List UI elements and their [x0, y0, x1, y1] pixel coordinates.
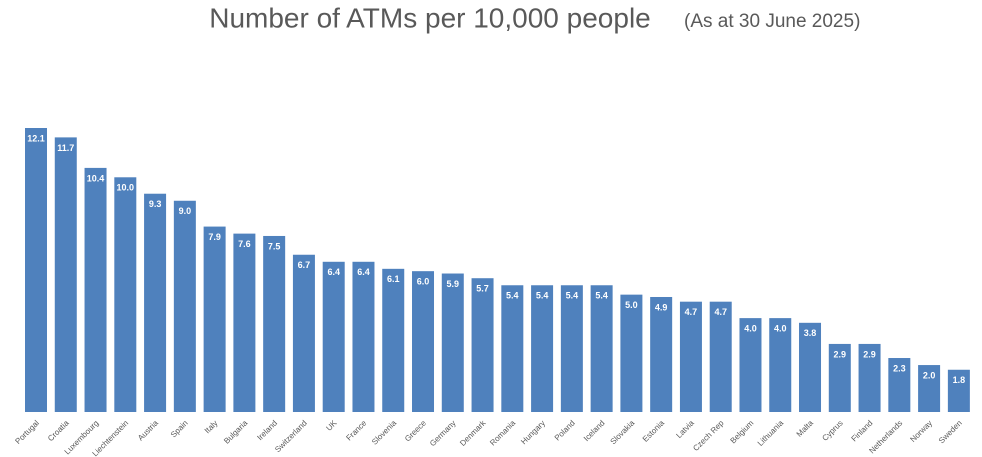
value-label: 5.4: [566, 291, 579, 301]
x-tick-label: Cyprus: [820, 419, 844, 443]
bar: [292, 254, 315, 412]
value-label: 4.0: [744, 323, 757, 333]
value-label: 5.0: [625, 300, 638, 310]
bar: [233, 233, 256, 412]
x-tick-label: Poland: [553, 419, 577, 443]
x-tick-label: Slovakia: [609, 418, 637, 446]
bar: [322, 261, 345, 412]
value-label: 12.1: [27, 133, 45, 143]
bar: [679, 301, 702, 412]
bar: [144, 193, 167, 412]
value-label: 10.4: [87, 173, 105, 183]
x-tick-label: France: [344, 418, 368, 442]
x-tick-label: Slovenia: [370, 418, 398, 446]
value-label: 1.8: [953, 375, 966, 385]
bar: [531, 285, 554, 412]
bar: [84, 167, 107, 412]
value-label: 2.3: [893, 363, 906, 373]
value-label: 5.4: [595, 291, 608, 301]
bar: [709, 301, 732, 412]
x-tick-label: Malta: [795, 418, 816, 439]
x-tick-label: Portugal: [13, 418, 41, 446]
bar: [382, 268, 405, 412]
bar: [739, 318, 762, 412]
bar: [828, 343, 851, 412]
x-tick-label: Denmark: [458, 418, 488, 448]
bar: [947, 369, 970, 412]
value-label: 6.4: [327, 267, 340, 277]
value-label: 5.9: [447, 279, 460, 289]
bar: [441, 273, 464, 412]
bar: [888, 358, 911, 412]
x-tick-label: Germany: [428, 419, 458, 449]
x-tick-label: Finland: [850, 419, 875, 444]
bar: [203, 226, 226, 412]
value-label: 6.1: [387, 274, 400, 284]
bar: [263, 235, 286, 412]
x-tick-label: Belgium: [729, 418, 756, 445]
chart-title: Number of ATMs per 10,000 people: [209, 2, 651, 33]
value-label: 4.0: [774, 323, 787, 333]
value-label: 7.9: [208, 232, 221, 242]
bar: [25, 128, 47, 412]
x-tick-label: Austria: [136, 418, 160, 442]
value-label: 4.9: [655, 302, 668, 312]
x-tick-label: UK: [324, 418, 339, 433]
value-label: 7.6: [238, 239, 251, 249]
bar: [352, 261, 375, 412]
bar: [590, 285, 613, 412]
bar: [620, 294, 643, 412]
value-label: 6.4: [357, 267, 370, 277]
value-label: 5.4: [506, 291, 519, 301]
bar: [501, 285, 524, 412]
chart-subtitle: (As at 30 June 2025): [684, 11, 860, 32]
x-tick-label: Iceland: [582, 419, 607, 444]
value-label: 6.0: [417, 277, 430, 287]
x-tick-label: Ireland: [255, 419, 279, 443]
x-tick-label: Hungary: [519, 419, 547, 447]
x-tick-label: Italy: [203, 419, 220, 436]
value-label: 5.4: [536, 291, 549, 301]
bar: [918, 365, 941, 412]
bar: [560, 285, 583, 412]
x-tick-label: Greece: [403, 418, 428, 443]
bar: [858, 343, 881, 412]
value-label: 4.7: [685, 307, 698, 317]
bar: [54, 137, 77, 412]
bar: [650, 296, 673, 412]
value-label: 2.9: [863, 349, 876, 359]
value-label: 10.0: [117, 183, 135, 193]
x-tick-label: Switzerland: [273, 419, 309, 455]
value-label: 5.7: [476, 284, 489, 294]
x-tick-label: Czech Rep: [691, 418, 726, 453]
value-label: 3.8: [804, 328, 817, 338]
x-tick-label: Lithuania: [756, 418, 786, 448]
x-tick-label: Estonia: [641, 418, 667, 444]
value-label: 4.7: [714, 307, 727, 317]
x-tick-label: Norway: [908, 419, 934, 445]
bar: [769, 318, 792, 412]
value-label: 2.9: [834, 349, 847, 359]
x-tick-label: Bulgaria: [222, 418, 250, 446]
value-label: 7.5: [268, 241, 281, 251]
value-label: 6.7: [298, 260, 311, 270]
x-tick-label: Latvia: [674, 418, 696, 440]
value-label: 11.7: [57, 143, 74, 153]
bar: [799, 322, 822, 412]
value-label: 9.0: [179, 206, 192, 216]
x-tick-label: Romania: [488, 418, 517, 447]
bar: [173, 200, 196, 412]
bar: [412, 271, 435, 412]
bar: [114, 177, 137, 412]
value-label: 9.3: [149, 199, 162, 209]
value-label: 2.0: [923, 370, 936, 380]
x-tick-label: Croatia: [46, 418, 71, 443]
x-tick-label: Spain: [169, 419, 190, 440]
bar: [471, 278, 494, 412]
x-tick-label: Sweden: [937, 419, 964, 446]
